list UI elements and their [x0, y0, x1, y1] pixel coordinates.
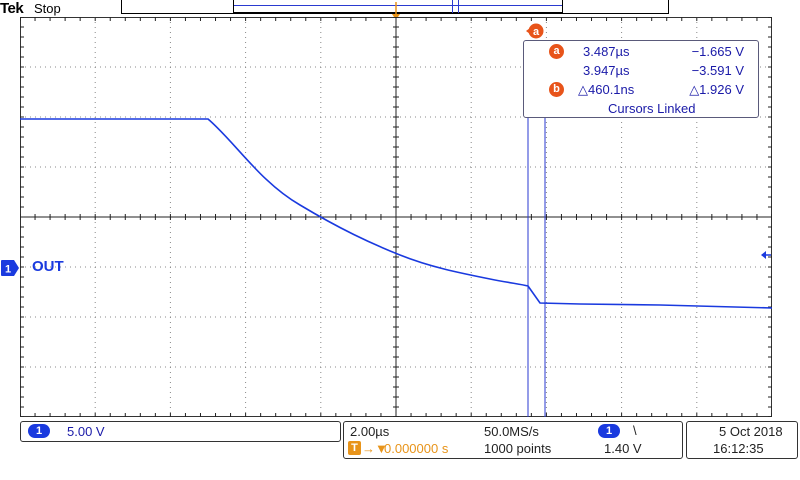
channel-1-scale-panel[interactable]: 1 5.00 V	[20, 421, 341, 442]
trigger-source-badge: 1	[598, 424, 620, 438]
timebase-trigger-panel[interactable]: 2.00µs 50.0MS/s 1 \ T →▼ 0.000000 s 1000…	[343, 421, 683, 459]
date-display: 5 Oct 2018	[719, 424, 783, 439]
graticule-ticks	[20, 17, 772, 417]
channel-1-badge: 1	[28, 424, 50, 438]
time-display: 16:12:35	[713, 441, 764, 456]
graticule-svg	[20, 17, 772, 417]
record-trace-line	[234, 5, 562, 6]
cursor-b-time: 3.947µs	[583, 63, 630, 78]
acquisition-status: Stop	[34, 1, 61, 16]
horizontal-scale: 2.00µs	[350, 424, 390, 439]
record-tick-marker	[452, 0, 453, 13]
record-tick-marker	[458, 0, 459, 13]
cursor-a-letter: a	[533, 26, 540, 38]
cursor-delta-voltage: △1.926 V	[689, 82, 744, 97]
waveform-display[interactable]	[20, 17, 772, 417]
record-view-window[interactable]	[233, 0, 563, 13]
trigger-delay-badge: T	[348, 441, 361, 455]
cursor-readout-panel[interactable]: a 3.487µs −1.665 V 3.947µs −3.591 V b △4…	[523, 40, 759, 118]
channel-1-trace	[20, 118, 772, 309]
cursor-a-badge: a	[549, 44, 564, 59]
cursor-a-icon[interactable]: a	[526, 22, 544, 40]
cursor-b-voltage: −3.591 V	[691, 63, 744, 78]
channel-1-marker-number: 1	[5, 264, 11, 276]
trigger-level: 1.40 V	[604, 441, 642, 456]
trigger-slope-icon: \	[633, 423, 637, 438]
channel-1-ground-marker-icon[interactable]: 1	[0, 259, 20, 277]
record-view-strip[interactable]	[121, 0, 669, 14]
channel-1-scale: 5.00 V	[67, 424, 105, 439]
channel-1-label: OUT	[32, 258, 64, 275]
cursor-delta-time: △460.1ns	[578, 82, 635, 97]
record-length: 1000 points	[484, 441, 552, 456]
cursor-b-badge: b	[549, 82, 564, 97]
trigger-delay-arrow-icon: →▼	[362, 441, 388, 456]
date-time-panel: 5 Oct 2018 16:12:35	[686, 421, 798, 459]
cursor-a-time: 3.487µs	[583, 44, 630, 59]
top-status-bar: Tek Stop	[0, 0, 800, 18]
cursors-linked-status: Cursors Linked	[608, 101, 696, 116]
trigger-level-arrow-icon[interactable]	[760, 249, 772, 261]
sample-rate: 50.0MS/s	[484, 424, 539, 439]
trigger-delay-value: 0.000000 s	[384, 441, 449, 456]
brand-logo: Tek	[0, 0, 24, 17]
cursor-a-voltage: −1.665 V	[691, 44, 744, 59]
